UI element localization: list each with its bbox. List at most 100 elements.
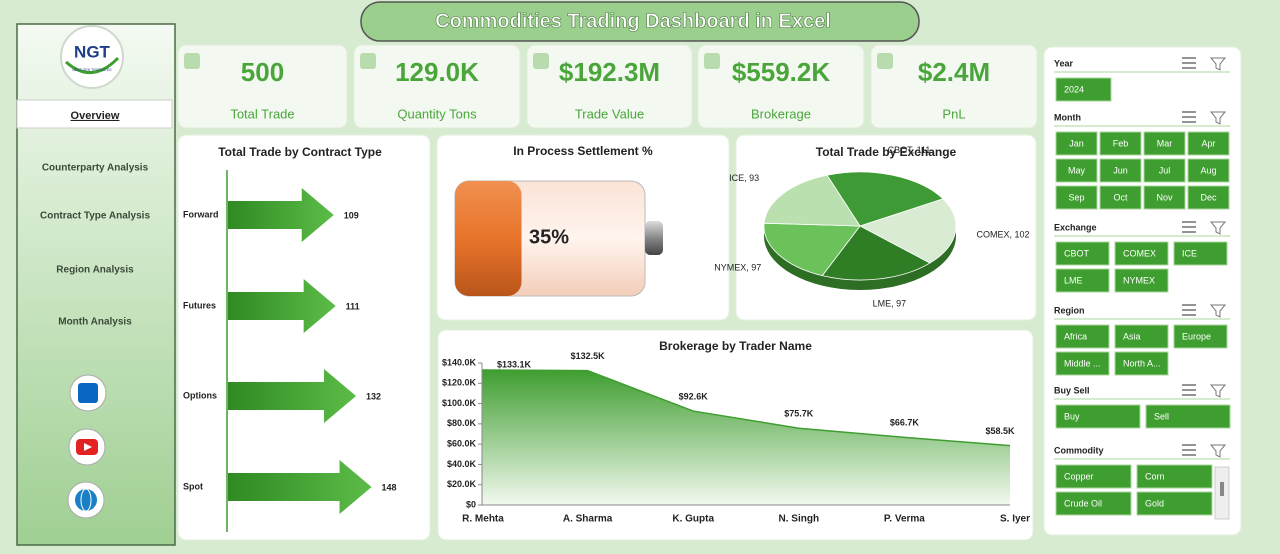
- kpi-icon: [533, 53, 549, 69]
- multi-select-icon[interactable]: [1182, 111, 1196, 123]
- slicer-button[interactable]: [1114, 351, 1169, 376]
- slicer-item[interactable]: Sell: [1154, 411, 1169, 421]
- clear-filter-icon[interactable]: [1209, 304, 1227, 318]
- slicer-button[interactable]: [1114, 268, 1169, 293]
- slicer-button[interactable]: [1055, 77, 1112, 102]
- category-label: Futures: [183, 300, 216, 310]
- kpi-icon: [184, 53, 200, 69]
- slicer-button[interactable]: [1136, 464, 1213, 489]
- data-label: $92.6K: [679, 391, 709, 401]
- slicer-item[interactable]: 2024: [1064, 84, 1084, 94]
- slicer-item[interactable]: Mar: [1157, 138, 1173, 148]
- slicer-button[interactable]: [1187, 131, 1230, 156]
- web-globe: [80, 488, 92, 512]
- nav-button[interactable]: Overview: [71, 110, 120, 122]
- slicer-item[interactable]: Asia: [1123, 331, 1141, 341]
- data-label: NYMEX, 97: [714, 263, 761, 273]
- slicer-button[interactable]: [1114, 324, 1169, 349]
- pie-slice: [821, 225, 931, 281]
- slicer-item[interactable]: Copper: [1064, 471, 1094, 481]
- slicer-item[interactable]: Middle ...: [1064, 358, 1101, 368]
- slicer-item[interactable]: NYMEX: [1123, 275, 1155, 285]
- slicer-item[interactable]: Gold: [1145, 498, 1164, 508]
- clear-filter-icon[interactable]: [1209, 384, 1227, 398]
- slicer-item[interactable]: Africa: [1064, 331, 1087, 341]
- data-label: 148: [382, 482, 397, 492]
- x-tick-label: R. Mehta: [462, 514, 504, 525]
- kpi-card: [697, 44, 865, 129]
- clear-filter-icon[interactable]: [1209, 57, 1227, 71]
- slicer-button[interactable]: [1055, 491, 1132, 516]
- slicer-button[interactable]: [1055, 351, 1110, 376]
- slicer-button[interactable]: [1055, 324, 1110, 349]
- slicer-item[interactable]: Nov: [1156, 192, 1173, 202]
- slicer-button[interactable]: [1143, 158, 1186, 183]
- slicer-item[interactable]: Oct: [1113, 192, 1128, 202]
- pie-slice: [763, 222, 861, 277]
- slicer-button[interactable]: [1055, 404, 1141, 429]
- slicer-item[interactable]: Apr: [1201, 138, 1215, 148]
- multi-select-icon[interactable]: [1182, 304, 1196, 316]
- slicer-item[interactable]: Sep: [1068, 192, 1084, 202]
- slicer-button[interactable]: [1099, 131, 1142, 156]
- slicer-button[interactable]: [1145, 404, 1231, 429]
- nav-button[interactable]: Contract Type Analysis: [40, 211, 150, 222]
- slicer-button[interactable]: [1055, 268, 1110, 293]
- y-tick-label: $0: [466, 499, 476, 509]
- kpi-label: PnL: [942, 106, 965, 121]
- slicer-button[interactable]: [1143, 131, 1186, 156]
- kpi-label: Quantity Tons: [397, 106, 477, 121]
- slicer-button[interactable]: [1187, 185, 1230, 210]
- slicer-title: Region: [1054, 305, 1085, 315]
- clear-filter-icon[interactable]: [1209, 444, 1227, 458]
- nav-button[interactable]: Region Analysis: [56, 265, 134, 276]
- slicer-item[interactable]: COMEX: [1123, 248, 1156, 258]
- slicer-button[interactable]: [1055, 185, 1098, 210]
- slicer-button[interactable]: [1055, 158, 1098, 183]
- slicer-item[interactable]: Jul: [1159, 165, 1171, 175]
- slicer-button[interactable]: [1136, 491, 1213, 516]
- clear-filter-icon[interactable]: [1209, 221, 1227, 235]
- slicer-button[interactable]: [1187, 158, 1230, 183]
- slicer-item[interactable]: CBOT: [1064, 248, 1090, 258]
- slicer-button[interactable]: [1055, 241, 1110, 266]
- slicer-item[interactable]: North A...: [1123, 358, 1161, 368]
- slicer-item[interactable]: Jan: [1069, 138, 1084, 148]
- kpi-card: [353, 44, 521, 129]
- y-tick-label: $100.0K: [442, 398, 477, 408]
- logo-text: NGT: [74, 42, 111, 61]
- chart-panel: [177, 134, 431, 541]
- slicer-item[interactable]: Europe: [1182, 331, 1211, 341]
- slicer-button[interactable]: [1114, 241, 1169, 266]
- nav-selected[interactable]: [16, 99, 173, 129]
- slicer-button[interactable]: [1173, 241, 1228, 266]
- multi-select-icon[interactable]: [1182, 444, 1196, 456]
- multi-select-icon[interactable]: [1182, 221, 1196, 233]
- slicer-button[interactable]: [1143, 185, 1186, 210]
- slicer-item[interactable]: Dec: [1200, 192, 1217, 202]
- slicer-item[interactable]: LME: [1064, 275, 1083, 285]
- slicer-scroll-thumb[interactable]: [1220, 482, 1224, 496]
- slicer-item[interactable]: Aug: [1200, 165, 1216, 175]
- nav-button[interactable]: Counterparty Analysis: [42, 163, 149, 174]
- data-label: $132.5K: [571, 351, 606, 361]
- slicer-item[interactable]: Jun: [1113, 165, 1128, 175]
- multi-select-icon[interactable]: [1182, 384, 1196, 396]
- multi-select-icon[interactable]: [1182, 57, 1196, 69]
- slicer-item[interactable]: Corn: [1145, 471, 1165, 481]
- slicer-button[interactable]: [1099, 185, 1142, 210]
- slicer-item[interactable]: ICE: [1182, 248, 1197, 258]
- slicer-button[interactable]: [1055, 131, 1098, 156]
- slicer-item[interactable]: May: [1068, 165, 1086, 175]
- slicer-button[interactable]: [1055, 464, 1132, 489]
- slicer-button[interactable]: [1099, 158, 1142, 183]
- slicer-button[interactable]: [1173, 324, 1228, 349]
- clear-filter-icon[interactable]: [1209, 111, 1227, 125]
- slicer-item[interactable]: Crude Oil: [1064, 498, 1102, 508]
- slicer-item[interactable]: Buy: [1064, 411, 1080, 421]
- kpi-icon: [360, 53, 376, 69]
- slicer-item[interactable]: Feb: [1113, 138, 1129, 148]
- nav-button[interactable]: Month Analysis: [58, 317, 132, 328]
